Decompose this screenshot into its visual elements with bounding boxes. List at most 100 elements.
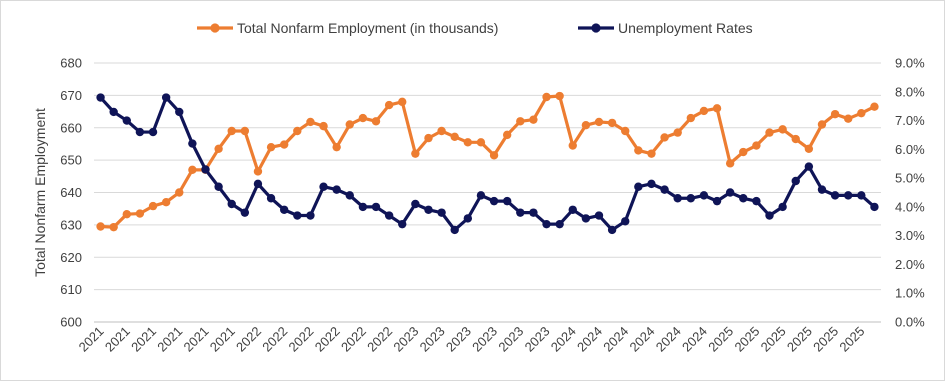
legend: Total Nonfarm Employment (in thousands) U… — [197, 20, 753, 36]
data-point — [502, 196, 512, 206]
x-tick-label: 2021 — [154, 324, 185, 355]
x-tick-label: 2023 — [495, 324, 526, 355]
x-tick-label: 2024 — [548, 324, 579, 355]
x-tick-label: 2024 — [600, 324, 631, 355]
data-point — [725, 159, 735, 168]
data-point — [870, 202, 879, 212]
series-line — [98, 94, 877, 229]
y2-tick-label: 2.0% — [895, 257, 925, 272]
data-point — [240, 126, 250, 136]
data-point — [476, 191, 486, 200]
y2-tick-label: 4.0% — [895, 199, 925, 214]
data-point — [844, 191, 853, 200]
data-point — [542, 92, 551, 102]
x-tick-label: 2025 — [758, 324, 789, 355]
data-point — [332, 142, 341, 152]
data-point — [699, 191, 709, 200]
data-point — [411, 149, 420, 158]
series-1 — [96, 93, 879, 235]
data-point — [791, 134, 800, 144]
y-tick-label: 650 — [60, 153, 82, 168]
data-point — [660, 133, 669, 142]
data-point — [712, 196, 722, 206]
data-point — [384, 100, 394, 110]
data-point — [621, 126, 630, 136]
y-tick-label: 670 — [60, 88, 82, 103]
data-point — [214, 144, 223, 153]
data-point — [673, 128, 682, 137]
x-tick-label: 2022 — [364, 324, 395, 355]
data-point — [161, 93, 171, 102]
data-point — [516, 208, 525, 217]
data-point — [319, 121, 328, 131]
data-point — [398, 97, 407, 107]
data-point — [201, 165, 210, 174]
y2-tick-label: 1.0% — [895, 286, 925, 301]
x-tick-label: 2023 — [522, 324, 553, 355]
data-point — [581, 214, 591, 223]
data-point — [253, 179, 263, 189]
data-point — [135, 127, 145, 137]
y-tick-label: 600 — [60, 315, 82, 330]
data-point — [175, 188, 184, 197]
data-point — [253, 167, 263, 176]
y2-tick-label: 0.0% — [895, 315, 925, 330]
x-tick-label: 2022 — [233, 324, 264, 355]
data-point — [739, 147, 748, 157]
data-point — [424, 133, 433, 143]
x-tick-label: 2025 — [731, 324, 762, 355]
y-tick-label: 620 — [60, 250, 82, 265]
data-point — [188, 139, 197, 148]
data-point — [489, 151, 499, 160]
x-tick-label: 2024 — [653, 324, 684, 355]
data-point — [647, 179, 656, 189]
series-0 — [96, 91, 879, 232]
data-point — [673, 194, 682, 203]
y-tick-label: 680 — [60, 56, 82, 71]
data-point — [450, 225, 459, 235]
x-tick-label: 2021 — [181, 324, 212, 355]
x-tick-label: 2025 — [784, 324, 815, 355]
y-tick-label: 630 — [60, 217, 82, 232]
y-tick-label: 640 — [60, 185, 82, 200]
data-point — [450, 132, 459, 142]
data-point — [830, 109, 840, 119]
y2-tick-label: 7.0% — [895, 113, 925, 128]
y2-tick-label: 5.0% — [895, 171, 925, 186]
x-tick-label: 2021 — [207, 324, 238, 355]
data-point — [306, 211, 315, 220]
x-tick-label: 2023 — [417, 324, 448, 355]
series-line — [98, 95, 877, 232]
legend-marker — [210, 23, 220, 33]
legend-label: Unemployment Rates — [618, 20, 753, 36]
x-tick-label: 2021 — [128, 324, 159, 355]
y-tick-label: 610 — [60, 282, 82, 297]
data-point — [752, 141, 761, 150]
data-point — [568, 205, 577, 214]
data-point — [778, 202, 787, 212]
x-tick-label: 2025 — [810, 324, 841, 355]
data-point — [122, 116, 131, 125]
data-point — [607, 118, 617, 128]
data-point — [371, 117, 381, 126]
data-point — [306, 117, 315, 127]
data-point — [279, 205, 289, 214]
series-lines — [96, 91, 879, 235]
data-point — [581, 120, 591, 130]
data-point — [293, 126, 302, 136]
y2-tick-label: 9.0% — [895, 56, 925, 71]
data-point — [844, 114, 853, 123]
legend-item: Unemployment Rates — [578, 20, 753, 36]
data-point — [240, 208, 250, 217]
x-tick-label: 2025 — [836, 324, 867, 355]
data-point — [109, 107, 118, 117]
x-tick-label: 2024 — [627, 324, 658, 355]
y2-tick-label: 3.0% — [895, 228, 925, 243]
data-point — [568, 141, 577, 150]
data-point — [424, 205, 433, 214]
data-point — [712, 104, 722, 113]
data-point — [476, 138, 486, 147]
data-point — [765, 211, 774, 220]
data-point — [437, 126, 446, 136]
